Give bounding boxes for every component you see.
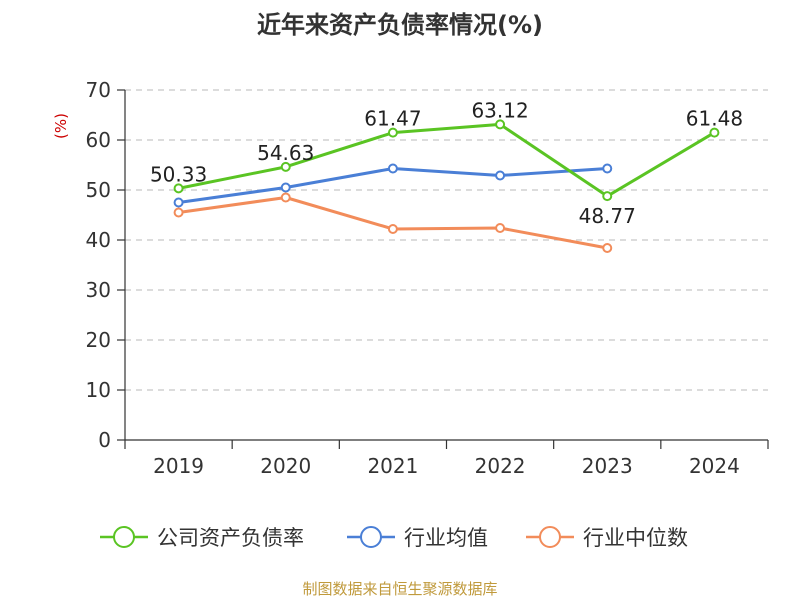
axes: 0 10 20 30 40 50 60 70 2019 2020 2021 2022 2023 2024 bbox=[86, 78, 769, 478]
data-point bbox=[387, 163, 398, 174]
series-line bbox=[178, 122, 716, 198]
data-point bbox=[495, 223, 506, 233]
data-point bbox=[280, 161, 291, 172]
legend-item: 公司资产负债率 bbox=[100, 526, 304, 550]
y-tick-label: 70 bbox=[86, 78, 111, 102]
data-point bbox=[387, 224, 398, 234]
data-point bbox=[280, 182, 291, 193]
data-point bbox=[495, 119, 506, 130]
y-tick-label: 30 bbox=[86, 278, 111, 302]
x-tick-label: 2020 bbox=[260, 454, 311, 478]
data-point bbox=[495, 170, 506, 181]
data-label: 50.33 bbox=[150, 162, 207, 186]
series-2 bbox=[173, 192, 613, 253]
y-tick-label: 20 bbox=[86, 328, 111, 352]
data-point bbox=[602, 191, 613, 202]
y-axis-label: (%) bbox=[52, 113, 70, 139]
data-label: 54.63 bbox=[257, 141, 314, 165]
legend-marker bbox=[113, 526, 135, 548]
series-lines bbox=[173, 119, 720, 253]
data-label: 63.12 bbox=[471, 98, 528, 122]
y-tick-label: 10 bbox=[86, 378, 111, 402]
data-point bbox=[280, 192, 291, 203]
series-1 bbox=[173, 163, 613, 208]
data-label: 61.48 bbox=[686, 107, 743, 131]
legend: 公司资产负债率 行业均值 行业中位数 bbox=[100, 526, 688, 550]
data-point bbox=[173, 183, 184, 194]
x-tick-label: 2022 bbox=[475, 454, 526, 478]
data-point bbox=[602, 243, 613, 253]
data-point bbox=[387, 127, 398, 138]
data-labels: 50.33 54.63 61.47 63.12 48.77 61.48 bbox=[150, 98, 743, 228]
data-point bbox=[602, 163, 613, 174]
legend-label: 行业中位数 bbox=[583, 526, 688, 550]
legend-marker bbox=[539, 526, 561, 548]
series-0 bbox=[173, 119, 720, 202]
y-tick-label: 40 bbox=[86, 228, 111, 252]
legend-item: 行业中位数 bbox=[526, 526, 688, 550]
x-tick-label: 2024 bbox=[689, 454, 740, 478]
chart-title: 近年来资产负债率情况(%) bbox=[257, 11, 543, 39]
data-point bbox=[709, 127, 720, 138]
legend-label: 行业均值 bbox=[404, 526, 488, 550]
y-tick-label: 50 bbox=[86, 178, 111, 202]
source-note: 制图数据来自恒生聚源数据库 bbox=[302, 580, 497, 598]
x-tick-label: 2023 bbox=[582, 454, 633, 478]
series-line bbox=[178, 167, 608, 204]
x-tick-label: 2021 bbox=[367, 454, 418, 478]
legend-item: 行业均值 bbox=[347, 526, 488, 550]
data-label: 61.47 bbox=[364, 107, 421, 131]
legend-marker bbox=[360, 526, 382, 548]
grid-lines bbox=[125, 89, 768, 391]
data-label: 48.77 bbox=[579, 204, 636, 228]
data-point bbox=[173, 197, 184, 208]
data-point bbox=[173, 207, 184, 218]
y-tick-label: 0 bbox=[98, 428, 111, 452]
legend-label: 公司资产负债率 bbox=[157, 526, 304, 550]
x-tick-label: 2019 bbox=[153, 454, 204, 478]
y-tick-label: 60 bbox=[86, 128, 111, 152]
